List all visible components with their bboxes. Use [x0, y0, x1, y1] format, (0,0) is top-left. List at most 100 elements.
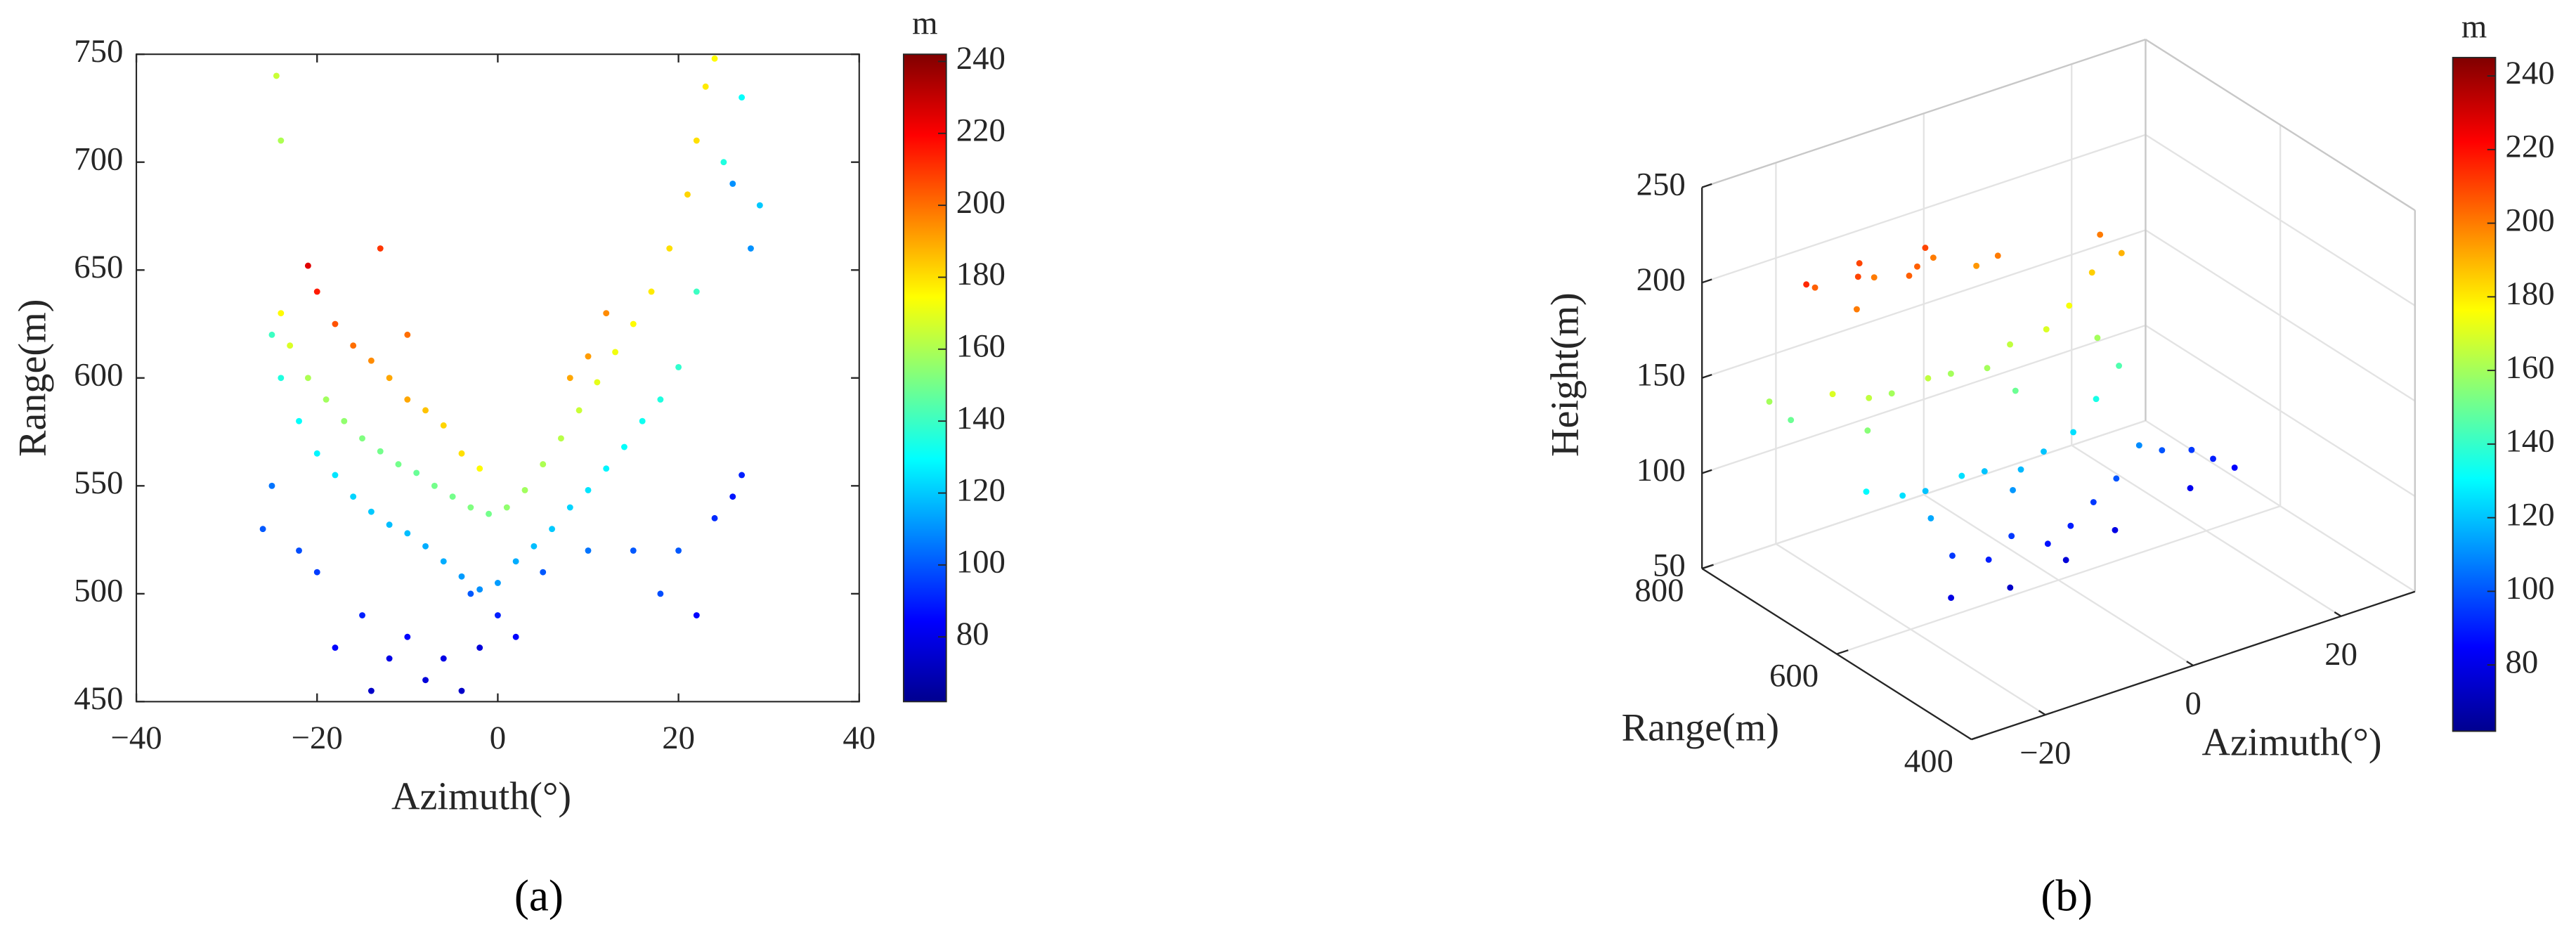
z-axis-label: Height(m): [1544, 292, 1587, 457]
point: [739, 472, 746, 479]
point: [1981, 468, 1988, 475]
point: [693, 612, 700, 618]
y-axis-label: Range(m): [1622, 706, 1779, 749]
axes-box: [136, 53, 860, 703]
point: [657, 590, 664, 597]
point: [1927, 515, 1934, 521]
point: [684, 191, 691, 198]
point: [1947, 370, 1954, 377]
x-tick-label: 20: [2324, 636, 2357, 673]
colorbar-tick-label: 200: [956, 184, 1006, 221]
point: [359, 435, 365, 442]
point: [313, 569, 320, 576]
point: [341, 417, 348, 424]
grid-line: [1701, 134, 2146, 284]
colorbar-tick-label: 180: [956, 256, 1006, 292]
point: [296, 417, 302, 424]
point: [2187, 485, 2194, 492]
point: [2007, 341, 2013, 348]
point: [395, 461, 402, 468]
grid-line: [1701, 420, 2146, 570]
point: [494, 612, 501, 618]
x-tick: [2038, 710, 2046, 716]
colorbar-tick-label: 220: [2505, 129, 2554, 165]
point: [693, 137, 700, 144]
x-axis-label: Azimuth(°): [391, 775, 571, 819]
point: [575, 407, 583, 414]
x-tick-label: 20: [662, 720, 695, 756]
z-tick-label: 150: [1637, 357, 1686, 394]
y-tick: [1701, 564, 1714, 570]
y-tick-label: 500: [74, 573, 123, 609]
z-tick: [1701, 278, 1712, 284]
point: [476, 465, 483, 472]
point: [1925, 375, 1932, 382]
point: [467, 590, 474, 597]
point: [1914, 263, 1920, 270]
point: [467, 504, 474, 511]
point: [1984, 365, 1991, 372]
y-axis-label: Range(m): [11, 299, 54, 457]
point: [304, 262, 311, 269]
point: [711, 55, 718, 62]
point: [702, 83, 709, 90]
point: [332, 644, 339, 651]
x-tick-label: 0: [490, 720, 506, 756]
z-tick-label: 200: [1637, 261, 1686, 298]
point: [2062, 557, 2069, 564]
point: [449, 493, 456, 500]
point: [278, 137, 285, 144]
point: [675, 363, 682, 370]
x-tick-label: −40: [110, 720, 162, 756]
point: [1829, 391, 1836, 398]
point: [2044, 540, 2051, 547]
grid-line: [2145, 324, 2416, 498]
point: [332, 472, 339, 479]
point: [566, 504, 573, 511]
point: [359, 612, 365, 618]
colorbar-tick-label: 120: [956, 472, 1006, 508]
point: [422, 407, 429, 414]
point: [332, 320, 339, 327]
point: [413, 469, 420, 476]
point: [720, 159, 727, 166]
colorbar-tick-label: 140: [2505, 423, 2554, 460]
colorbar-tick-label: 80: [2505, 644, 2538, 680]
y-tick-label: 600: [1769, 657, 1819, 694]
point: [458, 687, 465, 694]
point: [268, 331, 275, 338]
point: [1811, 284, 1819, 291]
point: [1949, 552, 1956, 559]
point: [1948, 595, 1955, 602]
point: [2135, 442, 2142, 449]
point: [748, 245, 754, 252]
point: [2112, 526, 2119, 533]
point: [259, 526, 266, 533]
point: [1766, 398, 1773, 405]
point: [2118, 249, 2125, 257]
point: [278, 310, 285, 317]
colorbar-tick-label: 160: [2505, 349, 2554, 386]
point: [422, 543, 429, 550]
point: [512, 633, 519, 640]
point: [531, 543, 538, 550]
point: [639, 417, 646, 424]
point: [612, 349, 619, 356]
point: [1866, 394, 1873, 401]
point: [540, 461, 547, 468]
point: [1985, 556, 1992, 563]
x-tick-label: −20: [2019, 734, 2071, 771]
point: [273, 72, 280, 79]
point: [2010, 486, 2016, 493]
point: [1994, 252, 2001, 259]
colorbar-label: m: [912, 5, 937, 41]
point: [440, 558, 447, 565]
z-tick-label: 250: [1637, 166, 1686, 202]
point: [440, 655, 447, 662]
z-tick-label: 100: [1637, 452, 1686, 488]
y-tick-label: 800: [1634, 572, 1684, 609]
point: [1888, 390, 1895, 397]
y-tick-label: 450: [74, 680, 123, 717]
box-edge: [1701, 39, 2146, 188]
point: [2088, 269, 2095, 276]
